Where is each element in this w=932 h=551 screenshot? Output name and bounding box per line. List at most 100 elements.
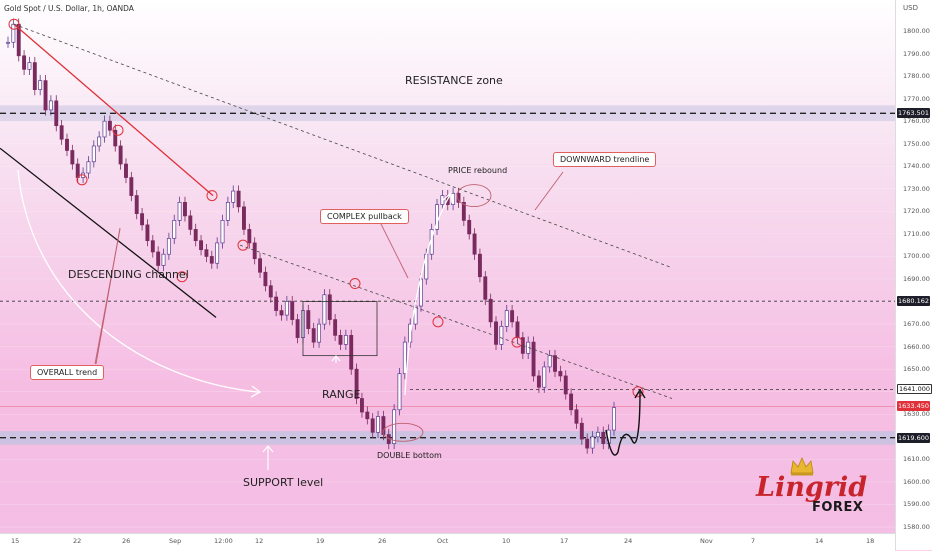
candle-body	[612, 407, 616, 431]
price-tick-label: 1760.00	[903, 117, 930, 126]
candle-body	[156, 251, 161, 266]
touch-point-marker	[349, 278, 361, 290]
candle-body	[542, 366, 547, 388]
touch-point-marker	[632, 386, 644, 398]
candle-body	[274, 296, 279, 311]
candle-body	[32, 62, 37, 90]
double-bottom-ellipse	[382, 422, 424, 442]
candle-body	[338, 335, 343, 345]
candle-body	[172, 220, 177, 239]
candle-body	[311, 328, 316, 343]
candle-body	[536, 375, 541, 388]
touch-point-marker	[237, 239, 249, 251]
candle-body	[97, 136, 102, 147]
candle-body	[129, 177, 134, 196]
candle-body	[242, 206, 246, 230]
price-rebound-label: PRICE rebound	[448, 166, 508, 175]
candle-body	[531, 341, 536, 377]
candle-body	[477, 253, 482, 278]
price-tag: 1680.162	[897, 296, 930, 307]
candle-body	[472, 233, 477, 255]
candle-body	[467, 220, 472, 235]
candle-body	[150, 240, 155, 253]
double-bottom-label: DOUBLE bottom	[377, 451, 442, 460]
candle-body	[483, 276, 488, 300]
crown-icon	[790, 457, 814, 476]
time-tick-label: 24	[624, 537, 633, 545]
candle-body	[177, 201, 182, 221]
price-tick-label: 1660.00	[903, 342, 930, 351]
projected-path-arrowhead	[634, 388, 646, 399]
candle-body	[354, 368, 359, 399]
price-tag: 1619.600	[897, 432, 930, 443]
candle-body	[70, 150, 75, 165]
price-tag: 1763.501	[897, 108, 930, 119]
candle-body	[585, 438, 590, 449]
candle-body	[134, 195, 139, 214]
rebound-arrow	[404, 194, 451, 396]
price-tag: 1633.450	[897, 401, 930, 412]
candle-body	[290, 301, 295, 320]
price-tick-label: 1720.00	[903, 207, 930, 216]
price-tick-label: 1690.00	[903, 275, 930, 283]
candle-body	[225, 201, 230, 221]
touch-point-marker	[76, 174, 88, 186]
price-axis[interactable]	[895, 0, 932, 550]
price-tick-label: 1590.00	[903, 500, 930, 509]
candle-body	[359, 398, 364, 413]
candle-body	[494, 321, 498, 345]
range-label-arrow	[331, 355, 341, 363]
candle-body	[601, 431, 606, 444]
price-rebound-ellipse	[456, 184, 492, 208]
candle-body	[86, 161, 91, 174]
candle-body	[199, 240, 204, 251]
downward-trendline-callout: DOWNWARD trendline	[553, 152, 657, 167]
time-tick-label: 12	[255, 537, 264, 545]
candle-body	[376, 416, 380, 433]
candle-body	[27, 62, 32, 70]
candle-body	[124, 163, 128, 178]
range-label: RANGE	[322, 388, 361, 401]
time-axis[interactable]	[0, 533, 895, 551]
time-tick-label: Sep	[169, 537, 182, 545]
candle-body	[38, 80, 43, 90]
candle-body	[488, 298, 493, 323]
candle-body	[558, 371, 563, 377]
time-tick-label: 10	[502, 537, 511, 545]
candle-body	[370, 418, 375, 433]
candle-body	[65, 138, 69, 151]
candle-body	[11, 23, 16, 43]
candle-body	[48, 100, 53, 111]
resistance-zone-label: RESISTANCE zone	[405, 74, 503, 87]
candle-body	[166, 238, 171, 255]
candle-body	[231, 190, 236, 203]
time-tick-label: 22	[73, 537, 82, 545]
candle-body	[392, 409, 397, 444]
price-tick-label: 1700.00	[903, 252, 930, 261]
price-tick-label: 1740.00	[903, 162, 930, 171]
time-tick-label: 14	[815, 537, 824, 545]
candle-body	[193, 229, 198, 242]
candle-body	[333, 319, 338, 336]
time-tick-label: 7	[751, 537, 756, 545]
time-tick-label: 15	[11, 537, 20, 545]
candle-body	[327, 294, 332, 320]
time-tick-label: 19	[316, 537, 325, 545]
candle-body	[183, 201, 187, 217]
candle-body	[54, 100, 59, 127]
candle-body	[279, 310, 284, 316]
touch-point-marker	[8, 18, 20, 30]
complex-pullback-callout: COMPLEX pullback	[320, 209, 409, 224]
lower-trendline	[239, 244, 673, 399]
candle-body	[236, 190, 241, 208]
time-tick-label: Nov	[700, 537, 713, 545]
candle-body	[209, 256, 214, 264]
candle-body	[6, 41, 10, 44]
price-tick-label: 1610.00	[903, 455, 930, 464]
time-tick-label: Oct	[437, 537, 449, 545]
touch-point-marker	[206, 190, 218, 202]
candle-body	[107, 120, 112, 131]
time-tick-label: 17	[560, 537, 569, 545]
price-tick-label: 1650.00	[903, 365, 930, 374]
